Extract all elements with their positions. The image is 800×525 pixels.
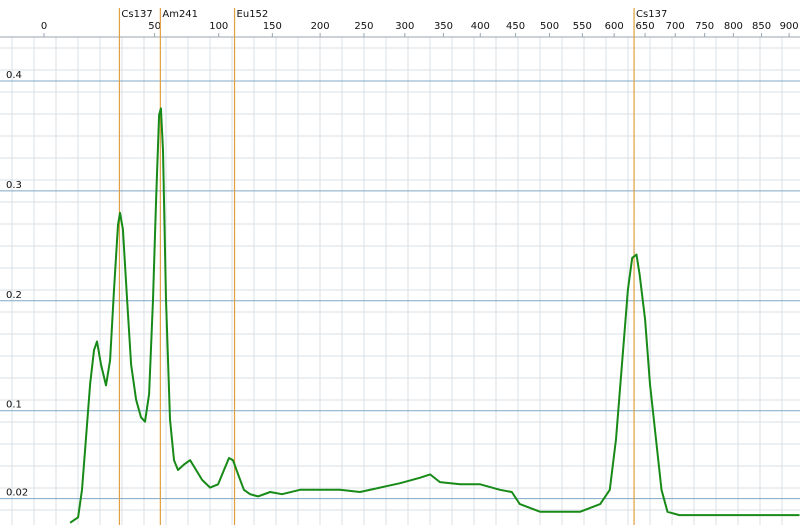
x-tick-label: 900 xyxy=(780,21,799,32)
marker-label: Am241 xyxy=(162,9,198,20)
y-tick-label: 0.02 xyxy=(6,488,28,499)
x-tick-label: 550 xyxy=(573,21,592,32)
x-tick-label: 500 xyxy=(540,21,559,32)
marker-label: Cs137 xyxy=(636,9,667,20)
x-tick-label: 850 xyxy=(752,21,771,32)
marker-label: Cs137 xyxy=(121,9,152,20)
y-tick-label: 0.4 xyxy=(6,70,22,81)
x-tick-label: 700 xyxy=(666,21,685,32)
x-tick-label: 300 xyxy=(395,21,414,32)
x-tick-label: 0 xyxy=(41,21,47,32)
x-tick-label: 800 xyxy=(724,21,743,32)
x-tick-label: 150 xyxy=(263,21,282,32)
x-tick-label: 50 xyxy=(148,21,161,32)
x-tick-label: 200 xyxy=(311,21,330,32)
x-tick-label: 250 xyxy=(354,21,373,32)
data-line xyxy=(69,107,800,524)
marker-label: Eu152 xyxy=(237,9,269,20)
x-tick-label: 350 xyxy=(434,21,453,32)
minor-grid xyxy=(0,37,800,525)
x-tick-label: 650 xyxy=(636,21,655,32)
x-tick-label: 100 xyxy=(209,21,228,32)
x-tick-label: 450 xyxy=(506,21,525,32)
x-tick-label: 750 xyxy=(695,21,714,32)
y-tick-label: 0.3 xyxy=(6,180,22,191)
x-tick-label: 400 xyxy=(471,21,490,32)
y-tick-label: 0.2 xyxy=(6,290,22,301)
x-tick-label: 600 xyxy=(605,21,624,32)
y-tick-label: 0.1 xyxy=(6,400,22,411)
